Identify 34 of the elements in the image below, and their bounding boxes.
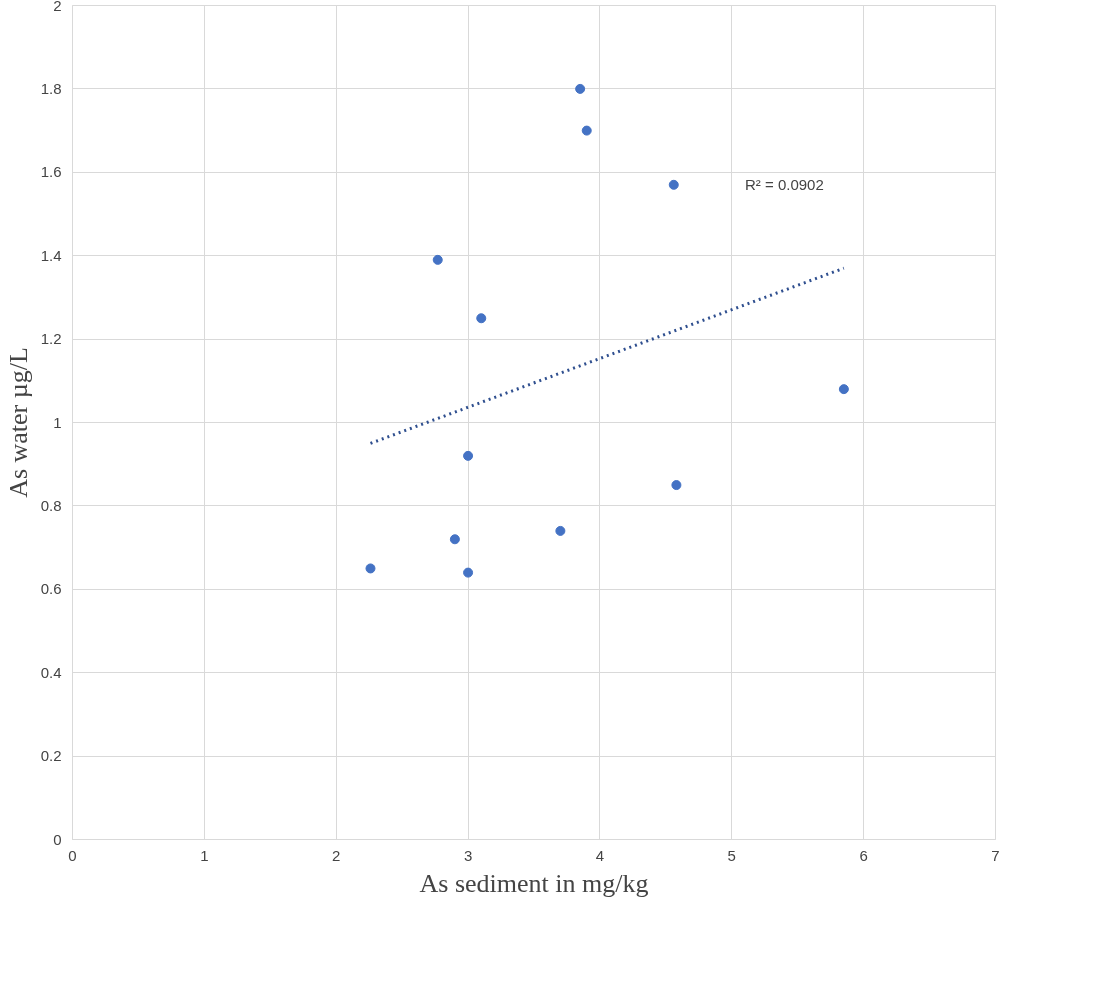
y-tick-label: 0.6: [40, 580, 62, 598]
y-tick-label: 0.2: [40, 747, 62, 765]
point: [555, 525, 566, 536]
x-tick-label: 6: [859, 846, 868, 864]
point: [838, 384, 849, 395]
y-tick-label: 2: [53, 0, 62, 14]
point: [668, 179, 679, 190]
x-tick-label: 3: [463, 846, 473, 864]
y-tick-label: 1.4: [40, 246, 62, 264]
y-tick-label: 1: [53, 413, 62, 431]
point: [581, 125, 592, 136]
point: [671, 480, 682, 491]
x-tick-label: 5: [727, 846, 736, 864]
point: [463, 450, 474, 461]
y-tick-label: 1.2: [40, 330, 62, 348]
x-tick-label: 2: [332, 846, 341, 864]
point: [449, 534, 460, 545]
y-tick-label: 0: [53, 830, 62, 848]
point: [575, 83, 586, 94]
x-tick-label: 4: [595, 846, 605, 864]
y-tick-label: 0.4: [40, 663, 62, 681]
x-axis-title: As sediment in mg/kg: [419, 868, 649, 898]
annotation: R² = 0.0902: [744, 176, 824, 194]
y-tick-label: 1.6: [40, 163, 62, 181]
point: [432, 254, 443, 265]
y-tick-label: 1.8: [40, 79, 62, 97]
point: [463, 567, 474, 578]
y-tick-label: 0.8: [40, 496, 62, 514]
x-tick-label: 0: [68, 846, 77, 864]
x-tick-label: 7: [991, 846, 1000, 864]
point: [365, 563, 376, 574]
x-tick-label: 1: [200, 846, 209, 864]
point: [476, 313, 487, 324]
y-axis-title: As water µg/L: [3, 347, 33, 498]
